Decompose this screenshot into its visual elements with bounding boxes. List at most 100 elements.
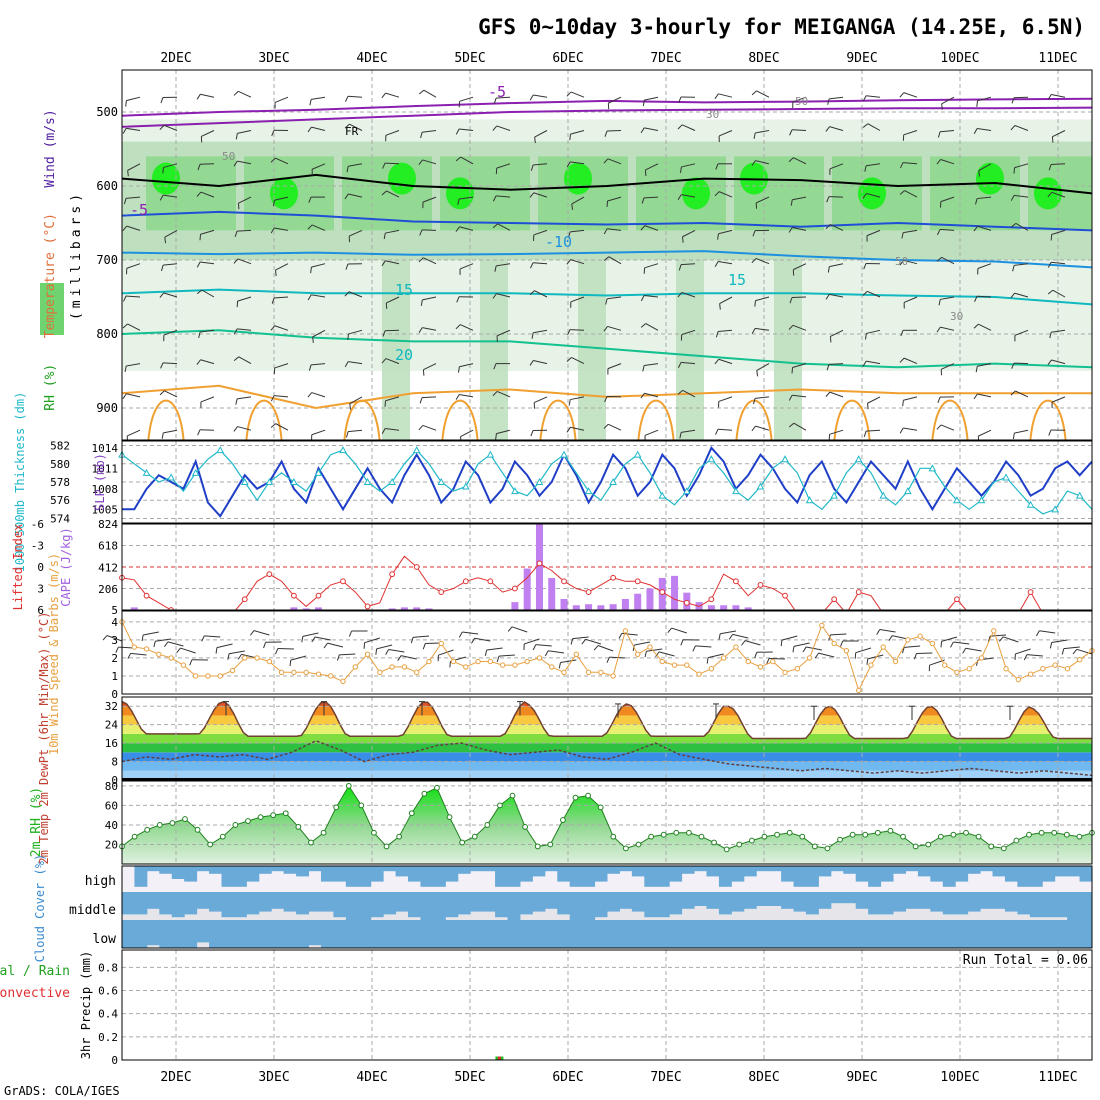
rh-band-90 <box>682 177 710 210</box>
rh2m-panel: 20 40 60 80 2m RH (%) <box>29 780 1095 865</box>
wind-tick-label: 1 <box>111 670 118 683</box>
wind-barb-flag <box>978 170 981 177</box>
cloud-cell <box>184 892 198 915</box>
wind-barb <box>570 296 585 303</box>
wind-speed-point <box>598 669 604 676</box>
wind-barb <box>533 229 548 236</box>
cloud-cell <box>843 920 857 948</box>
rh-point <box>308 839 314 846</box>
wind-barb-flag <box>937 131 941 138</box>
thickness-ylabel: 1000-500mb Thickness (dm) <box>13 392 27 573</box>
wind-barb <box>829 126 844 131</box>
wind-barb-flag <box>899 357 905 363</box>
wind-barb-flag <box>492 293 497 299</box>
wind-barb-flag <box>828 634 831 641</box>
rh-column <box>382 260 410 440</box>
wind-barb-flag <box>791 367 794 374</box>
wind-barb <box>200 93 215 98</box>
wind-barb <box>511 626 528 633</box>
wind-barb <box>274 325 289 331</box>
temp-line <box>122 700 1092 740</box>
cloud-cell <box>743 920 757 948</box>
cloud-cell <box>420 866 434 887</box>
cloud-cell <box>482 920 496 948</box>
cloud-cell <box>743 866 757 877</box>
wind-barb-flag <box>899 162 904 169</box>
ua-ylabel-rh: RH (%) <box>43 364 58 411</box>
wind-barb <box>1014 329 1029 336</box>
wind-barb <box>1014 263 1029 266</box>
wind-speed-point <box>610 673 616 679</box>
rh-point <box>497 802 503 809</box>
wind-barb <box>459 128 474 131</box>
wind-barb-flag <box>569 134 571 141</box>
wind-barb <box>348 193 363 198</box>
wind-barb-flag <box>788 394 793 401</box>
wind-barb <box>167 641 184 647</box>
wind-barb <box>977 225 992 231</box>
upper-air-plot: -5 -5 -10 15 15 20 50 50 30 50 30 FR <box>122 70 1092 440</box>
wind-barb-flag <box>383 232 386 240</box>
rh-point <box>1076 833 1083 840</box>
lifted-tick-label: 6 <box>37 604 44 617</box>
cloud-cell <box>320 892 334 912</box>
cloud-cell <box>619 920 633 948</box>
wind-barb-flag <box>677 389 683 395</box>
wind-barb <box>275 263 289 271</box>
wind-barb <box>311 96 326 100</box>
lifted-point <box>512 585 518 592</box>
rh-band-90 <box>270 177 298 210</box>
cloud-cell <box>793 920 807 948</box>
cloud-cell <box>445 892 459 918</box>
wind-barb <box>422 130 437 133</box>
top-day-label: 2DEC <box>160 51 191 66</box>
wind-barb-flag <box>938 299 941 306</box>
wind-barb-flag <box>122 128 127 134</box>
cloud-cell <box>656 892 670 918</box>
cape-bar <box>572 605 580 610</box>
wind-barb-flag <box>160 97 164 104</box>
wind-speed-point <box>978 655 985 661</box>
wind-barb <box>719 296 733 305</box>
wind-barb-flag <box>715 429 719 435</box>
rh-point <box>811 843 818 850</box>
lifted-ylabel: Lifted Index <box>11 524 25 611</box>
thickness-point <box>314 468 323 476</box>
cloud-cell <box>358 920 372 948</box>
wind-barb <box>940 424 955 431</box>
cloud-cell <box>445 920 459 948</box>
cloud-cell <box>607 920 620 948</box>
rh-point <box>371 829 377 836</box>
cape-bar <box>388 608 396 610</box>
wind-barb <box>200 396 215 403</box>
slp-ylabel: SLP (mb) <box>93 453 107 511</box>
wind-barb-flag <box>419 397 423 404</box>
rh-column <box>774 260 802 440</box>
wind-barb <box>1051 329 1066 333</box>
wind-barb <box>274 96 289 103</box>
thickness-point <box>461 482 470 490</box>
wind-barb <box>462 631 479 635</box>
rh-point <box>270 812 277 819</box>
wind-speed-point <box>475 658 481 665</box>
wind-barb-flag <box>233 426 238 432</box>
panel-frame <box>121 610 1093 695</box>
cloud-cell <box>258 892 272 912</box>
wind-barb <box>201 289 215 298</box>
wind-barb <box>412 635 430 638</box>
cloud-cell <box>768 892 782 906</box>
wind-speed-point <box>291 669 297 676</box>
wind-barb-flag <box>233 90 239 96</box>
cloud-cell <box>756 892 770 906</box>
temp-band <box>122 743 1092 753</box>
cloud-cell <box>1017 892 1031 915</box>
wind-barb-flag <box>385 649 390 655</box>
wind-barb <box>1015 222 1029 231</box>
wind-barb <box>658 651 675 657</box>
wind-barb-flag <box>570 638 574 645</box>
wind-barb <box>498 654 515 657</box>
cloud-cell <box>880 920 894 948</box>
wind-barb-flag <box>484 649 488 656</box>
cloud-cell <box>718 920 732 948</box>
cape-bar <box>732 605 740 610</box>
